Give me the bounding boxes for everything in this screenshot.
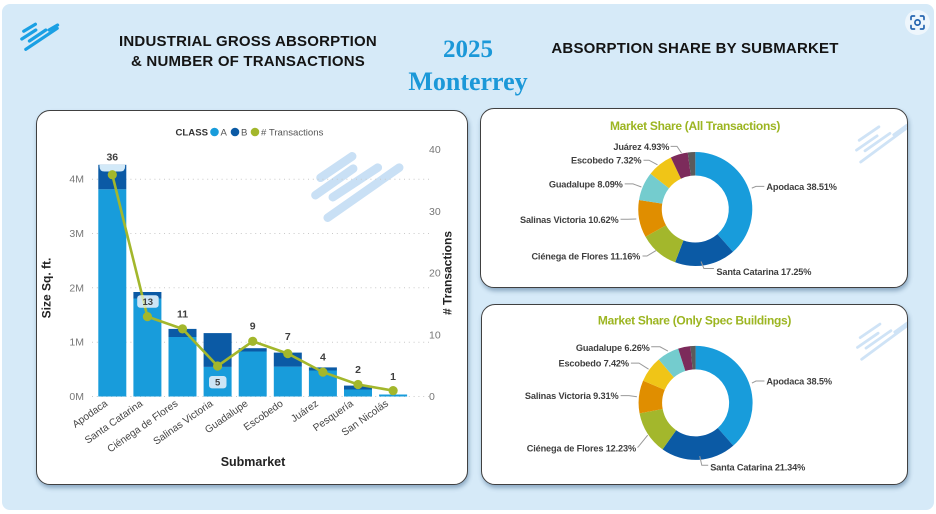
svg-text:Escobedo 7.42%: Escobedo 7.42%	[558, 359, 628, 369]
svg-text:36: 36	[106, 152, 118, 164]
svg-text:Apodaca 38.5%: Apodaca 38.5%	[766, 377, 831, 387]
svg-text:13: 13	[143, 297, 154, 308]
svg-text:2M: 2M	[69, 282, 84, 294]
svg-text:0: 0	[429, 391, 435, 403]
svg-text:Guadalupe 8.09%: Guadalupe 8.09%	[549, 179, 623, 189]
svg-text:Market Share (Only Spec Buildi: Market Share (Only Spec Buildings)	[598, 314, 791, 328]
svg-text:1: 1	[390, 371, 396, 383]
svg-text:Juárez 4.93%: Juárez 4.93%	[613, 142, 669, 152]
svg-text:4M: 4M	[69, 174, 84, 186]
svg-text:Apodaca 38.51%: Apodaca 38.51%	[766, 182, 836, 192]
svg-text:Santa Catarina 21.34%: Santa Catarina 21.34%	[710, 462, 805, 472]
svg-text:# Transactions: # Transactions	[441, 231, 455, 315]
svg-text:9: 9	[250, 321, 256, 333]
svg-text:2: 2	[355, 364, 361, 376]
svg-text:Market Share (All Transactions: Market Share (All Transactions)	[610, 119, 780, 133]
svg-text:CLASS: CLASS	[176, 128, 209, 139]
svg-text:0M: 0M	[69, 391, 84, 403]
svg-text:4: 4	[320, 352, 326, 364]
svg-text:11: 11	[177, 308, 188, 320]
svg-text:40: 40	[429, 144, 441, 156]
svg-text:10: 10	[429, 329, 441, 341]
svg-text:B: B	[241, 128, 247, 139]
svg-text:Size Sq. ft.: Size Sq. ft.	[40, 258, 54, 319]
svg-text:3M: 3M	[69, 228, 84, 240]
svg-text:1M: 1M	[69, 337, 84, 349]
svg-text:Ciénega de Flores 12.23%: Ciénega de Flores 12.23%	[527, 444, 636, 454]
svg-text:# Transactions: # Transactions	[261, 128, 324, 139]
svg-text:20: 20	[429, 268, 441, 280]
svg-text:7: 7	[285, 331, 291, 343]
svg-text:Submarket: Submarket	[221, 455, 286, 469]
svg-text:5: 5	[215, 378, 221, 389]
svg-text:Santa Catarina 17.25%: Santa Catarina 17.25%	[716, 267, 811, 277]
svg-text:A: A	[221, 128, 228, 139]
svg-text:Escobedo: Escobedo	[242, 398, 286, 433]
svg-text:Salinas Victoria 9.31%: Salinas Victoria 9.31%	[525, 391, 619, 401]
svg-text:30: 30	[429, 206, 441, 218]
svg-text:Salinas Victoria: Salinas Victoria	[152, 398, 216, 447]
svg-text:Guadalupe 6.26%: Guadalupe 6.26%	[576, 343, 650, 353]
svg-text:Ciénega de Flores 11.16%: Ciénega de Flores 11.16%	[531, 252, 640, 262]
svg-text:Salinas Victoria 10.62%: Salinas Victoria 10.62%	[520, 215, 619, 225]
svg-text:Escobedo 7.32%: Escobedo 7.32%	[571, 156, 641, 166]
